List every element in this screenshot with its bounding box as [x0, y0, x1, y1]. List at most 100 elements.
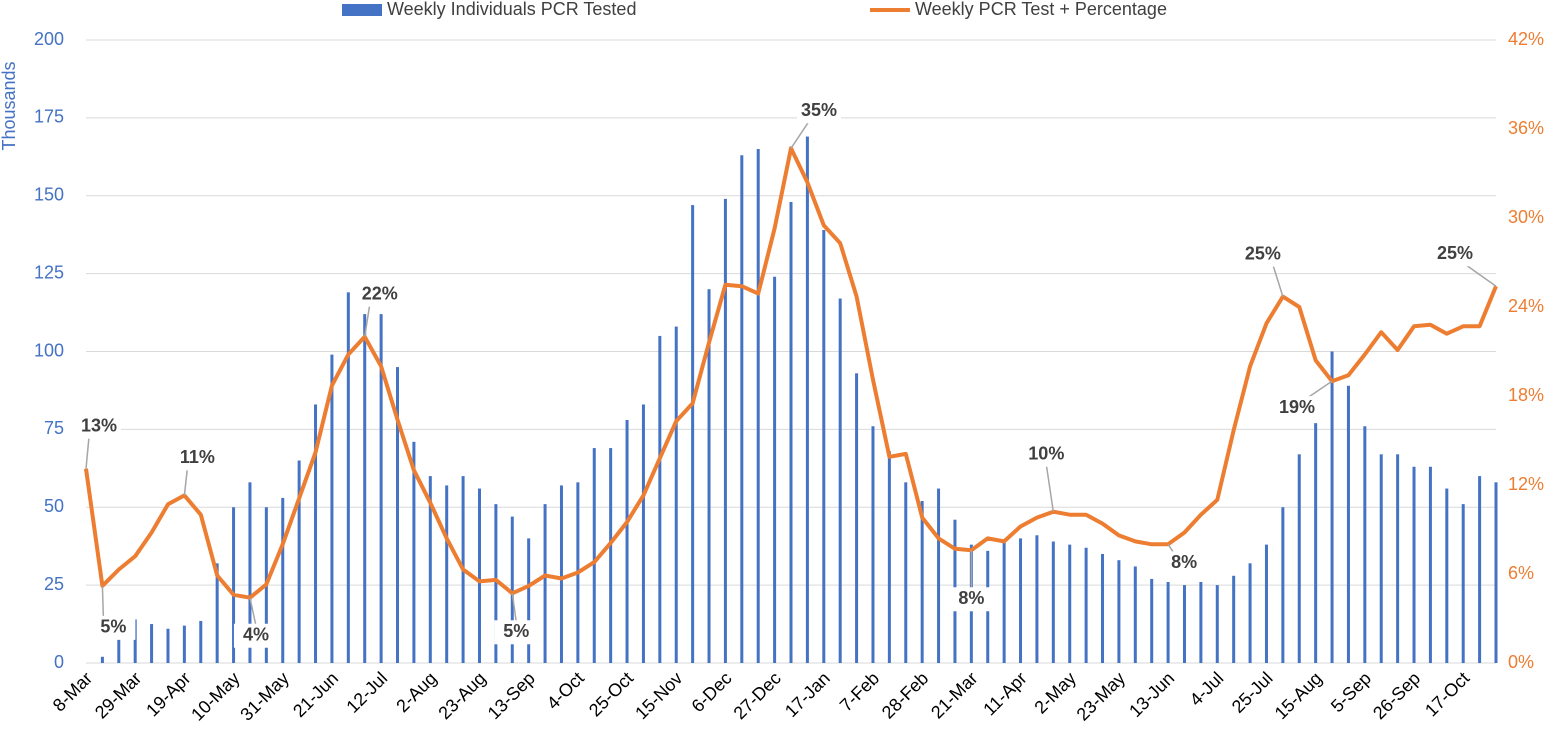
label-bg	[175, 446, 220, 471]
label-bg	[233, 623, 278, 648]
bar	[740, 155, 744, 663]
x-tick-label: 21-Mar	[927, 668, 981, 722]
x-tick-label: 4-Jul	[1186, 668, 1228, 710]
bar	[723, 198, 727, 664]
bar	[199, 620, 203, 663]
data-label: 13%	[81, 415, 117, 435]
y-tick-label: 75	[44, 418, 64, 438]
bar	[1117, 560, 1121, 663]
bar	[133, 619, 137, 663]
y2-tick-label: 0%	[1508, 652, 1534, 672]
bar	[117, 638, 121, 663]
y-tick-label: 150	[34, 185, 64, 205]
bar	[1396, 454, 1400, 663]
data-label: 35%	[801, 100, 837, 120]
bar	[1379, 454, 1383, 663]
x-tick-label: 26-Sep	[1369, 668, 1424, 723]
data-label: 4%	[243, 624, 269, 644]
x-tick-label: 21-Jun	[289, 668, 342, 721]
leader-line	[1272, 264, 1284, 297]
bar	[707, 289, 711, 663]
bar	[559, 485, 563, 663]
x-tick-label: 12-Jul	[342, 668, 391, 717]
bar	[641, 404, 645, 663]
bar	[904, 482, 908, 663]
bar	[1314, 423, 1318, 663]
label-bg	[1162, 551, 1207, 576]
y2-tick-label: 18%	[1508, 385, 1544, 405]
bar	[1428, 466, 1432, 663]
leader-line	[1045, 464, 1055, 512]
data-label: 25%	[1245, 243, 1281, 263]
bar	[396, 367, 400, 663]
bar	[1133, 566, 1137, 663]
data-label: 19%	[1279, 397, 1315, 417]
bar	[625, 420, 629, 663]
bar	[1248, 563, 1252, 663]
y2-tick-label: 36%	[1508, 118, 1544, 138]
y-tick-label: 50	[44, 496, 64, 516]
data-label: 8%	[958, 588, 984, 608]
leader-line	[183, 468, 189, 496]
label-bg	[1433, 242, 1477, 267]
bar	[1084, 547, 1088, 663]
bar	[789, 201, 793, 664]
data-label: 11%	[180, 447, 215, 467]
data-label: 25%	[1437, 243, 1473, 263]
label-bg	[797, 99, 841, 124]
y2-tick-label: 12%	[1508, 474, 1544, 494]
x-tick-label: 13-Sep	[484, 668, 539, 723]
bar	[1068, 544, 1072, 663]
legend-label: Weekly Individuals PCR Tested	[387, 0, 636, 19]
leader-line	[249, 597, 257, 626]
leader-line	[1464, 263, 1497, 287]
bar	[756, 149, 760, 663]
bar	[609, 448, 613, 663]
bar	[510, 516, 514, 663]
data-label: 22%	[362, 283, 398, 303]
bar	[314, 404, 318, 663]
y2-tick-label: 30%	[1508, 207, 1544, 227]
x-tick-label: 19-Apr	[142, 668, 194, 720]
bar	[297, 460, 301, 663]
x-tick-label: 17-Jan	[781, 668, 834, 721]
x-tick-label: 31-May	[236, 668, 293, 725]
bar	[887, 451, 891, 663]
bar	[805, 136, 809, 663]
bar	[379, 314, 383, 663]
bar	[182, 625, 186, 663]
bar	[1445, 488, 1449, 663]
label-bg	[1024, 442, 1069, 467]
data-label: 8%	[1171, 552, 1197, 572]
bar	[428, 476, 432, 663]
legend-swatch	[342, 4, 382, 16]
bar	[1297, 454, 1301, 663]
bar	[658, 335, 662, 663]
y-tick-label: 175	[34, 107, 64, 127]
bar	[412, 441, 416, 663]
bar	[346, 292, 350, 663]
bar	[773, 276, 777, 663]
bar	[855, 373, 859, 663]
leader-line	[101, 585, 105, 618]
x-tick-label: 27-Dec	[730, 668, 785, 723]
y-tick-label: 100	[34, 340, 64, 360]
bar	[445, 485, 449, 663]
x-tick-label: 25-Oct	[585, 668, 637, 720]
label-bg	[77, 414, 121, 439]
bar	[1002, 541, 1006, 663]
bar	[330, 354, 334, 663]
bar	[691, 205, 695, 663]
y2-tick-label: 24%	[1508, 296, 1544, 316]
bar	[1363, 426, 1367, 663]
bar	[363, 314, 367, 663]
bar	[674, 326, 678, 663]
bar	[1264, 544, 1268, 663]
y-tick-label: 125	[34, 262, 64, 282]
bar	[1412, 466, 1416, 663]
leader-line	[511, 593, 518, 623]
label-bg	[949, 587, 994, 612]
leader-line	[1306, 380, 1333, 399]
y-tick-label: 25	[44, 574, 64, 594]
bar	[1478, 476, 1482, 663]
